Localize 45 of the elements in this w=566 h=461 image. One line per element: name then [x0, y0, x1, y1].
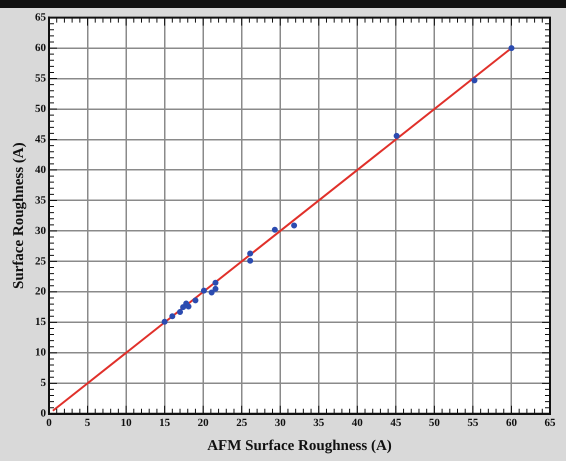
point — [394, 132, 400, 139]
x-tick-label: 25 — [236, 417, 248, 430]
x-tick-label: 10 — [120, 417, 132, 430]
point — [169, 313, 176, 320]
y-tick-label: 35 — [35, 194, 46, 206]
point — [192, 297, 198, 304]
x-tick-label: 35 — [313, 417, 325, 430]
point — [508, 45, 514, 52]
y-tick-label: 5 — [40, 377, 46, 390]
point — [247, 250, 254, 256]
point — [212, 280, 218, 286]
x-tick-label: 30 — [274, 417, 286, 430]
y-tick-label: 45 — [35, 133, 46, 146]
point — [471, 77, 478, 84]
y-tick-label: 10 — [35, 346, 46, 359]
y-tick-label: 65 — [35, 11, 46, 24]
x-tick-label: 5 — [84, 417, 91, 430]
point — [177, 309, 184, 316]
y-axis-title: Surface Roughness (A) — [10, 142, 27, 290]
y-tick-label: 15 — [35, 316, 46, 328]
y-tick-label: 55 — [35, 72, 46, 84]
x-tick-label: 50 — [428, 417, 440, 430]
y-tick-label: 60 — [35, 42, 46, 54]
point — [200, 288, 207, 294]
y-tick-label: 25 — [35, 255, 46, 268]
x-tick-label: 45 — [390, 417, 402, 430]
x-tick-label: 40 — [352, 417, 364, 430]
point — [291, 222, 298, 228]
x-tick-label: 65 — [544, 417, 556, 430]
x-tick-label: 15 — [159, 417, 171, 430]
x-axis-title: AFM Surface Roughness (A) — [207, 438, 392, 454]
y-tick-label: 40 — [35, 164, 46, 176]
point — [272, 226, 278, 233]
point — [208, 290, 215, 296]
point — [186, 304, 192, 310]
x-tick-label: 60 — [506, 417, 518, 430]
x-tick-label: 20 — [198, 417, 210, 430]
y-tick-label: 0 — [40, 408, 46, 420]
y-tick-label: 20 — [35, 286, 46, 298]
point — [162, 318, 168, 325]
y-tick-label: 50 — [35, 102, 46, 115]
point — [212, 286, 218, 292]
y-tick-label: 30 — [35, 224, 46, 237]
x-tick-label: 55 — [467, 417, 479, 430]
point — [247, 258, 254, 264]
